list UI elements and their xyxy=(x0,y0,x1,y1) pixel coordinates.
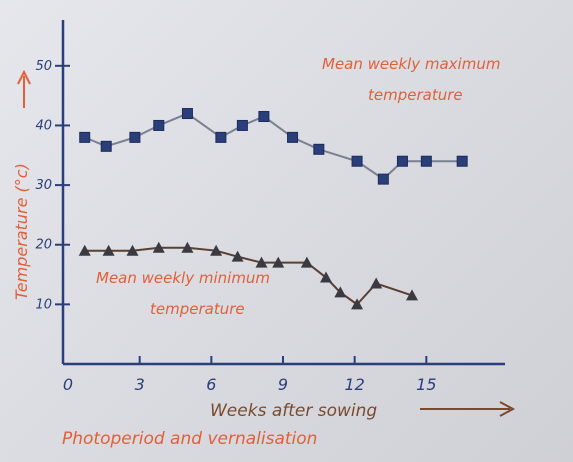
series-1-point-7 xyxy=(236,119,248,131)
series-2-point-6 xyxy=(210,244,223,256)
y-tick-label-40: 40 xyxy=(35,118,52,133)
series-1-point-13 xyxy=(396,155,408,167)
x-tick-label-6: 6 xyxy=(206,375,216,394)
chart-title: Photoperiod and vernalisation xyxy=(62,429,317,449)
series-2-point-2 xyxy=(102,244,115,256)
x-tick-label-0: 0 xyxy=(63,375,73,394)
series-2-point-11 xyxy=(320,271,332,283)
series-1-point-4 xyxy=(153,119,165,131)
series-2-point-9 xyxy=(272,256,285,268)
min-series-label-line1: Mean weekly minimum xyxy=(96,269,270,287)
y-tick-label-50: 50 xyxy=(35,59,52,74)
x-axis-label: Weeks after sowing xyxy=(210,401,377,421)
x-tick-label-15: 15 xyxy=(416,375,436,394)
series-2-point-4 xyxy=(152,241,165,253)
series-2-point-3 xyxy=(126,244,139,256)
series-2-point-12 xyxy=(334,286,347,298)
series-2-point-15 xyxy=(406,289,418,301)
series-1-point-9 xyxy=(287,131,299,143)
x-axis-arrowhead xyxy=(499,401,516,417)
x-tick-label-9: 9 xyxy=(278,375,288,394)
series-1-point-15 xyxy=(456,155,468,167)
y-axis-label: Temperature (°c) xyxy=(12,163,31,300)
series-2-point-10 xyxy=(300,256,313,268)
series-line-1 xyxy=(84,112,463,181)
series-1-point-10 xyxy=(313,143,325,155)
y-axis-arrowhead xyxy=(17,69,31,85)
series-2-point-1 xyxy=(78,244,91,256)
series-1-point-2 xyxy=(100,140,112,152)
min-series-label-line2: temperature xyxy=(150,300,245,318)
series-1-point-12 xyxy=(377,173,389,185)
series-1-point-1 xyxy=(79,131,91,143)
series-1-point-14 xyxy=(420,155,432,167)
max-series-label-line1: Mean weekly maximum xyxy=(322,55,500,73)
y-tick-label-30: 30 xyxy=(35,178,52,193)
x-tick-label-12: 12 xyxy=(344,375,364,394)
series-1-point-8 xyxy=(258,111,270,123)
series-1-point-6 xyxy=(215,131,227,143)
y-tick-label-10: 10 xyxy=(35,297,52,312)
series-2-point-7 xyxy=(231,250,244,262)
series-1-point-5 xyxy=(181,108,193,120)
series-2-point-13 xyxy=(351,298,364,310)
series-2-point-14 xyxy=(370,277,383,289)
series-1-point-11 xyxy=(351,155,363,167)
max-series-label-line2: temperature xyxy=(368,86,463,104)
x-tick-label-3: 3 xyxy=(135,375,145,394)
series-2-point-8 xyxy=(255,256,268,268)
y-tick-label-20: 20 xyxy=(35,238,52,253)
series-1-point-3 xyxy=(129,131,141,143)
series-2-point-5 xyxy=(181,241,194,253)
